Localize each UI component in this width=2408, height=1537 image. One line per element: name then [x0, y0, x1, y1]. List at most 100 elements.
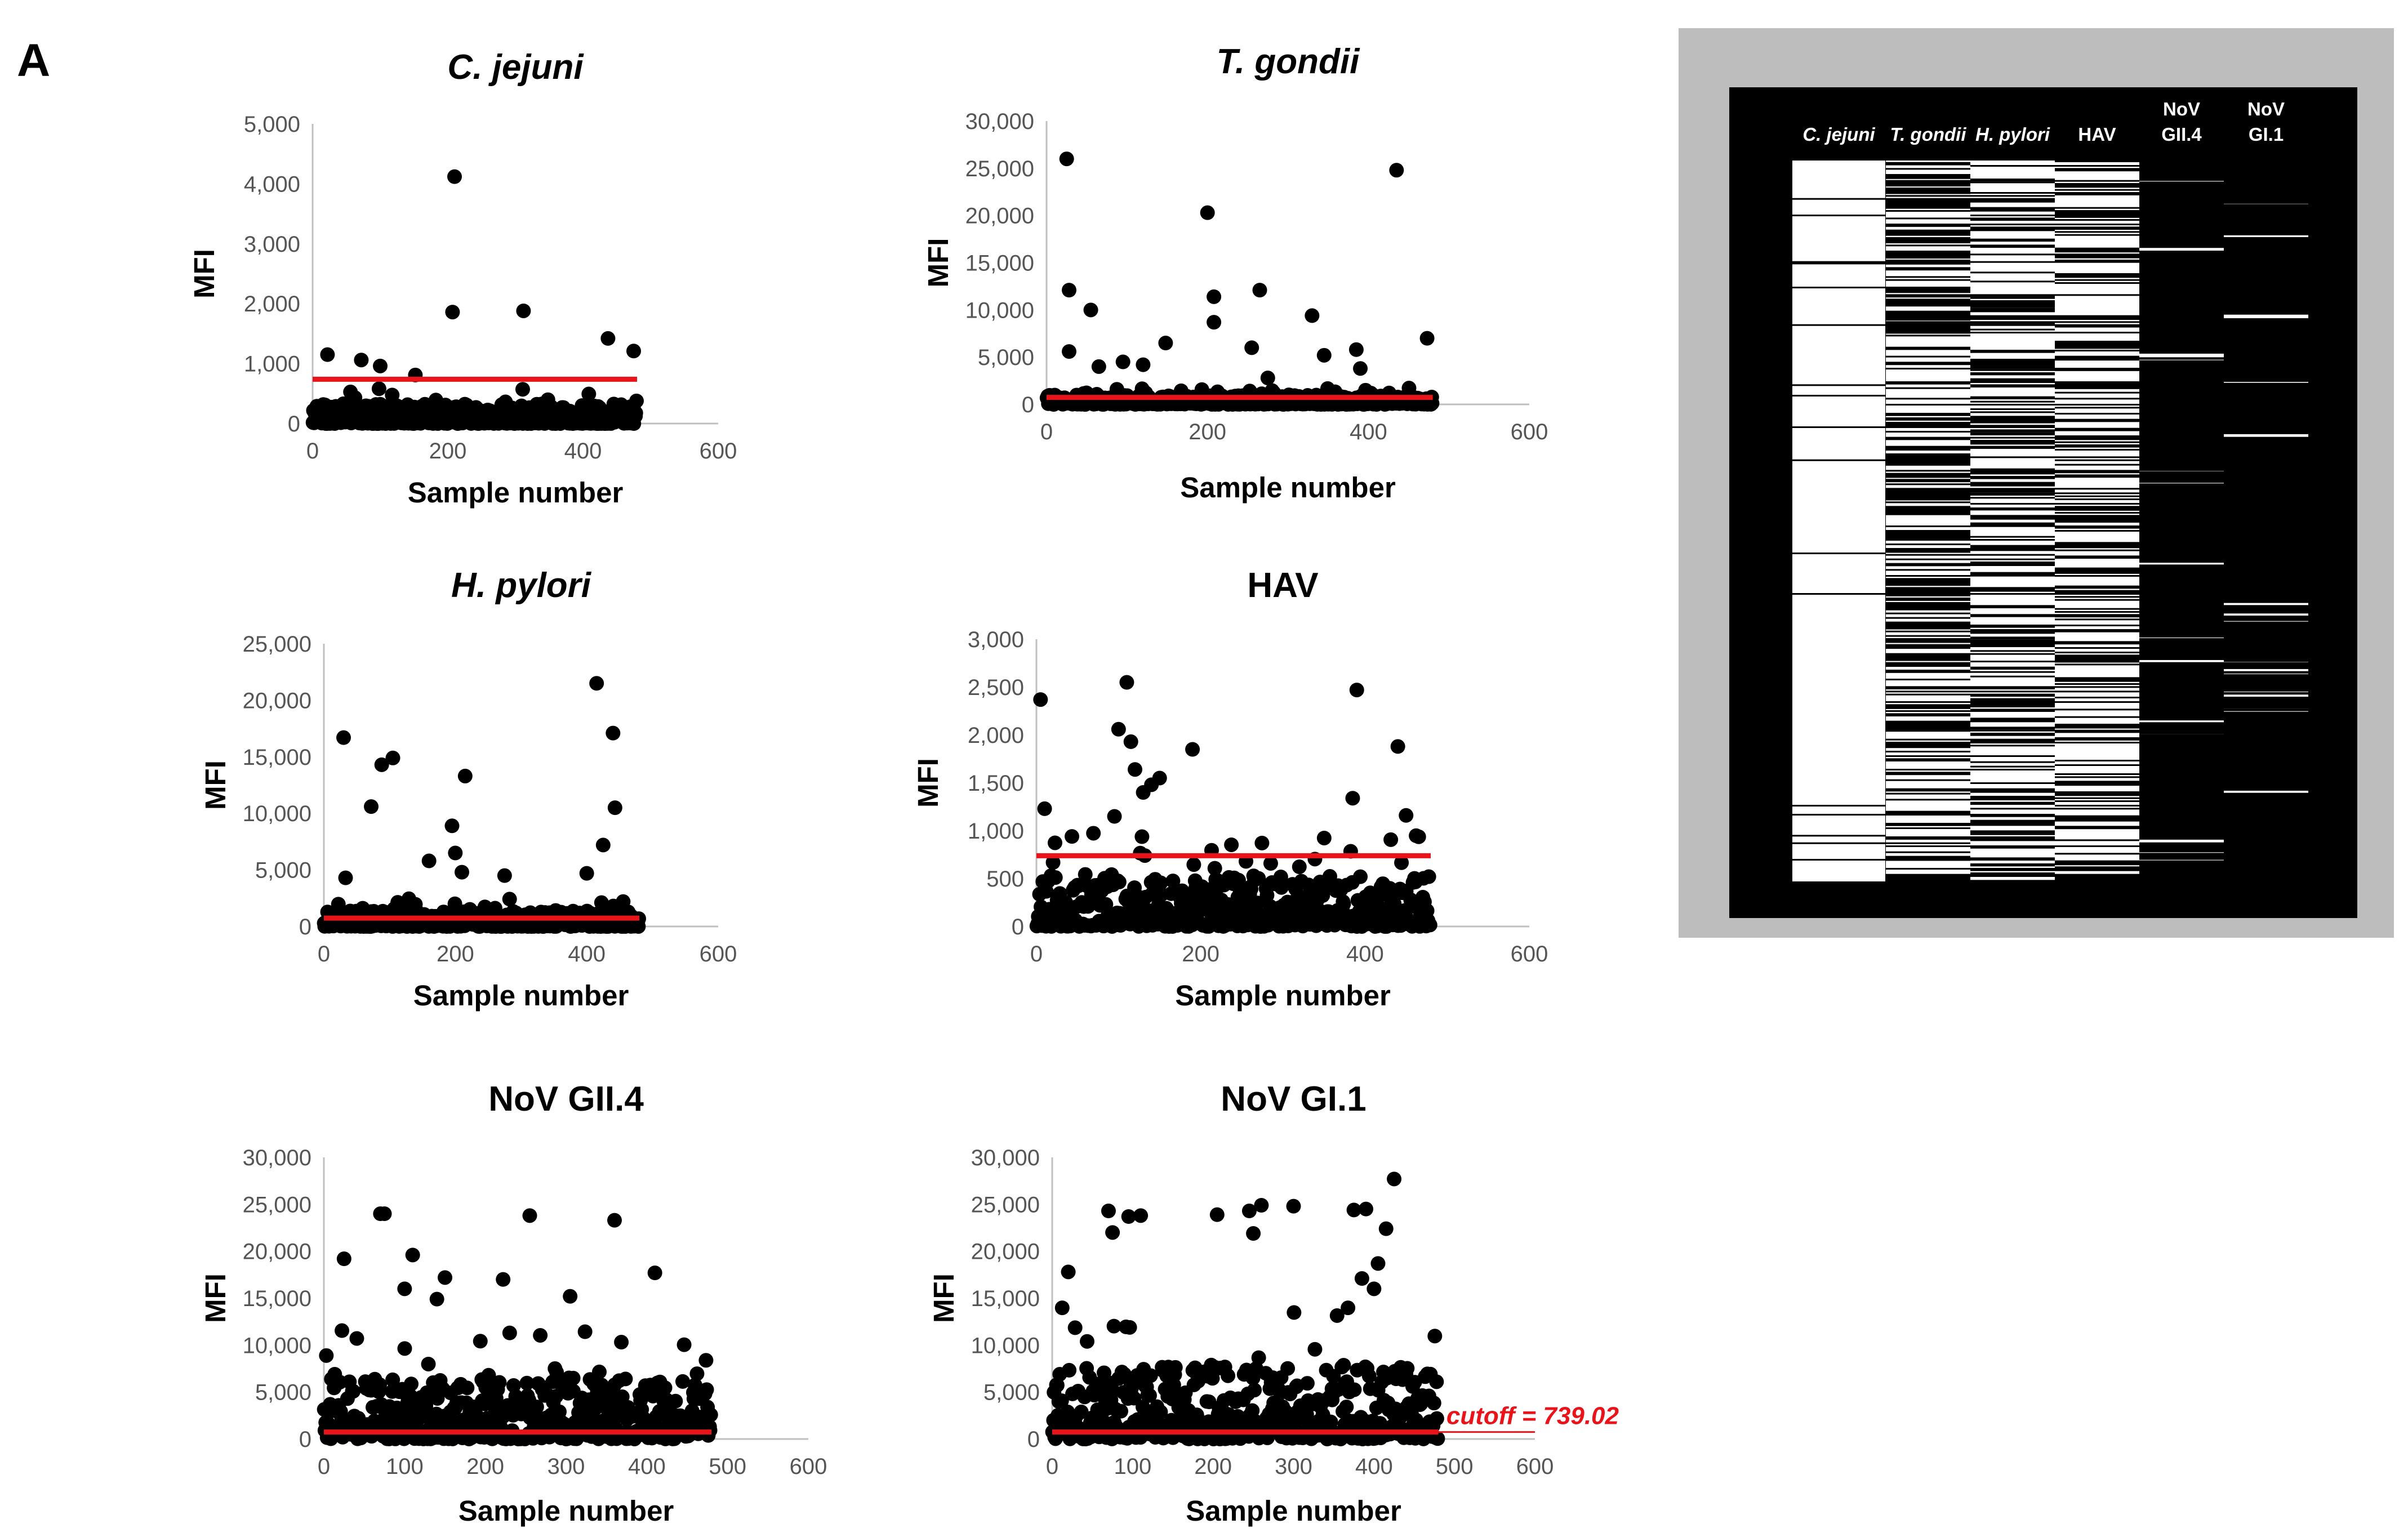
nov-gi-1-outlier-point	[1121, 1209, 1136, 1224]
heatmap-column-nov-gii-4-positive-cell	[2139, 521, 2224, 524]
heatmap-column-hav-positive-cell	[2055, 647, 2139, 649]
heatmap-column-h-pylori-positive-cell	[1970, 546, 2055, 549]
chart-t-gondii: T. gondii 0 5,000 10,000 15,000 20,000 25,000 3…	[922, 42, 1548, 504]
heatmap-column-nov-gi-1-positive-cell	[2224, 436, 2308, 439]
heatmap-column-nov-gi-1-positive-cell	[2224, 665, 2308, 668]
hav-point	[1153, 875, 1168, 890]
nov-gi-1-point	[1323, 1414, 1338, 1429]
chart-nov-gi1: NoV GI.1 0 5,000 10,000 15,000 20,000 25,000 30…	[928, 1080, 1619, 1527]
hav-point	[1353, 869, 1368, 884]
heatmap-column-h-pylori-positive-cell	[1970, 782, 2055, 784]
h-pylori-x-tick-label: 400	[568, 942, 606, 966]
heatmap-column-nov-gii-4-positive-cell	[2139, 522, 2224, 528]
heatmap-column-h-pylori-positive-cell	[1970, 253, 2055, 256]
nov-gi-1-point	[1247, 1383, 1262, 1398]
heatmap-column-nov-gii-4-positive-cell	[2139, 835, 2224, 840]
heatmap-column-hav-positive-cell	[2055, 874, 2139, 877]
nov-gi-1-y-tick-label: 0	[1027, 1427, 1040, 1452]
heatmap-column-hav-positive-cell	[2055, 321, 2139, 323]
heatmap-column-hav-positive-cell	[2055, 527, 2139, 529]
nov-gii-4-outlier-point	[647, 1266, 662, 1280]
heatmap-column-t-gondii-positive-cell	[1886, 398, 1970, 400]
hav-title: HAV	[1247, 566, 1318, 605]
heatmap-column-nov-gi-1-positive-cell	[2224, 709, 2308, 711]
hav-outlier-point	[1111, 721, 1126, 737]
nov-gii-4-point	[577, 1324, 593, 1339]
heatmap-column-h-pylori-positive-cell	[1970, 686, 2055, 688]
hav-x-axis-label: Sample number	[1175, 979, 1391, 1012]
heatmap-column-h-pylori-positive-cell	[1970, 386, 2055, 387]
nov-gi-1-point	[1307, 1342, 1323, 1357]
hav-point	[1315, 888, 1330, 903]
heatmap-column-t-gondii-positive-cell	[1886, 348, 1970, 350]
heatmap-column-nov-gi-1-positive-cell	[2224, 242, 2308, 244]
heatmap-column-h-pylori-positive-cell	[1970, 198, 2055, 200]
heatmap-column-hav-positive-cell	[2055, 737, 2139, 741]
heatmap-column-h-pylori-positive-cell	[1970, 814, 2055, 816]
heatmap-column-h-pylori-positive-cell	[1970, 587, 2055, 589]
heatmap-column-nov-gii-4-positive-cell	[2139, 690, 2224, 696]
heatmap-column-t-gondii-positive-cell	[1886, 530, 1970, 532]
heatmap-column-hav-positive-cell	[2055, 800, 2139, 802]
nov-gii-4-y-tick-label: 0	[299, 1427, 311, 1452]
nov-gi-1-point	[1299, 1407, 1314, 1422]
heatmap-column-h-pylori-positive-cell	[1970, 700, 2055, 706]
heatmap-column-nov-gi-1-positive-cell	[2224, 208, 2308, 211]
heatmap-column-t-gondii-positive-cell	[1886, 237, 1970, 239]
heatmap-column-t-gondii-positive-cell	[1886, 874, 1970, 876]
nov-gii-4-outlier-point	[405, 1248, 420, 1263]
t-gondii-outlier-point	[1244, 340, 1259, 355]
nov-gi-1-outlier-point	[1241, 1204, 1257, 1218]
heatmap-column-nov-gi-1-positive-cell	[2224, 666, 2308, 669]
heatmap-column-t-gondii-positive-cell	[1886, 414, 1970, 416]
heatmap-column-h-pylori-positive-cell	[1970, 593, 2055, 595]
heatmap-column-hav-positive-cell	[2055, 760, 2139, 761]
heatmap-column-h-pylori-positive-cell	[1970, 868, 2055, 870]
heatmap-column-nov-gii-4-positive-cell	[2139, 810, 2224, 818]
heatmap-column-h-pylori-positive-cell	[1970, 589, 2055, 590]
heatmap-column-t-gondii-positive-cell	[1886, 814, 1970, 816]
nov-gi-1-outlier-point	[1359, 1201, 1374, 1217]
t-gondii-y-tick-label: 10,000	[965, 298, 1034, 323]
hav-outlier-point	[1123, 734, 1138, 749]
heatmap-column-t-gondii-positive-cell	[1886, 422, 1970, 427]
heatmap-column-h-pylori-positive-cell	[1970, 719, 2055, 723]
heatmap-column-h-pylori-positive-cell	[1970, 745, 2055, 747]
heatmap-column-h-pylori-positive-cell	[1970, 796, 2055, 800]
hav-point	[1078, 867, 1093, 882]
heatmap-column-nov-gi-1-positive-cell	[2224, 545, 2308, 550]
heatmap-column-h-pylori-positive-cell	[1970, 830, 2055, 834]
heatmap-column-t-gondii-positive-cell	[1886, 653, 1970, 657]
heatmap-column-h-pylori-positive-cell	[1970, 219, 2055, 221]
heatmap-column-nov-gi-1-positive-cell	[2224, 616, 2308, 618]
nov-gii-4-x-tick-label: 500	[709, 1454, 746, 1479]
heatmap-column-hav-positive-cell	[2055, 420, 2139, 422]
heatmap-column-hav-positive-cell	[2055, 542, 2139, 546]
heatmap-column-nov-gii-4-positive-cell	[2139, 363, 2224, 366]
heatmap-column-h-pylori-positive-cell	[1970, 788, 2055, 793]
heatmap-column-h-pylori-positive-cell	[1970, 727, 2055, 730]
heatmap-column-nov-gii-4-positive-cell	[2139, 179, 2224, 181]
heatmap-column-t-gondii-positive-cell	[1886, 202, 1970, 208]
heatmap-column-nov-gii-4-positive-cell	[2139, 607, 2224, 609]
heatmap-column-t-gondii-positive-cell	[1886, 413, 1970, 415]
nov-gii-4-y-tick-label: 15,000	[243, 1286, 311, 1311]
heatmap-column-nov-gii-4-positive-cell	[2139, 323, 2224, 326]
nov-gii-4-point	[502, 1325, 517, 1340]
h-pylori-outlier-point	[421, 853, 437, 868]
heatmap-column-nov-gi-1-positive-cell	[2224, 404, 2308, 414]
c-jejuni-x-tick-label: 200	[429, 439, 467, 464]
heatmap-column-t-gondii-positive-cell	[1886, 189, 1970, 194]
nov-gi-1-x-tick-label: 100	[1114, 1454, 1151, 1479]
heatmap-column-nov-gii-4-positive-cell	[2139, 168, 2224, 171]
heatmap-column-hav-positive-cell	[2055, 332, 2139, 333]
t-gondii-y-tick-label: 5,000	[978, 345, 1034, 370]
nov-gi-1-x-tick-label: 600	[1516, 1454, 1554, 1479]
nov-gii-4-point	[481, 1367, 496, 1383]
nov-gii-4-point	[533, 1327, 548, 1343]
heatmap-column-hav-positive-cell	[2055, 591, 2139, 594]
nov-gii-4-x-tick-label: 300	[548, 1454, 585, 1479]
nov-gi-1-point	[1168, 1360, 1183, 1375]
heatmap-column-nov-gii-4-positive-cell	[2139, 540, 2224, 546]
hav-point	[1336, 896, 1351, 911]
